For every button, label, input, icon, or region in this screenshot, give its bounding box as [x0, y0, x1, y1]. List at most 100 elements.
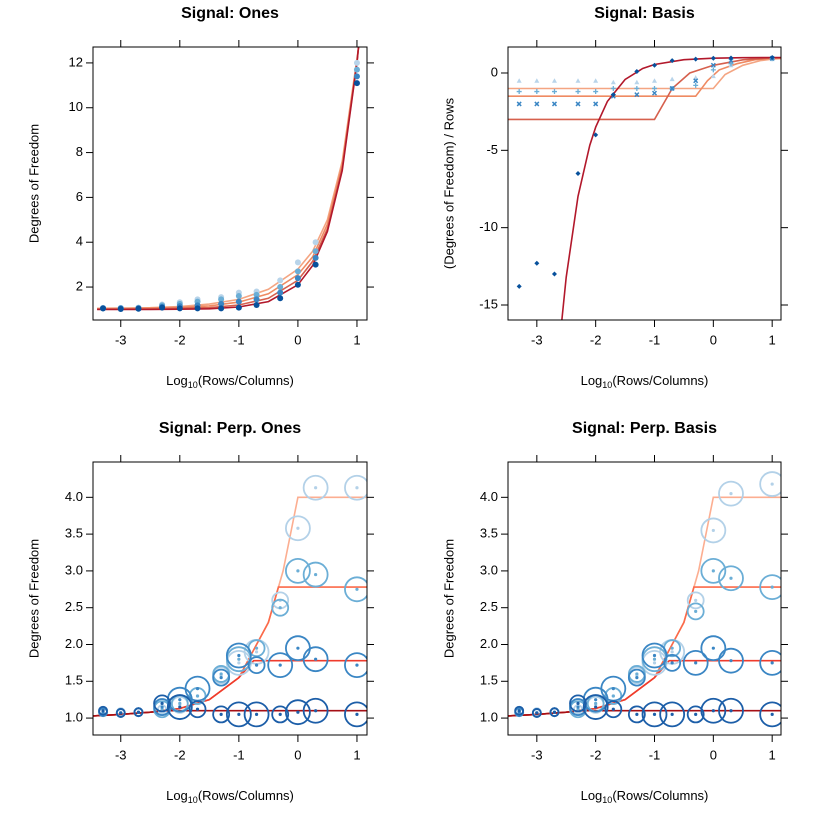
bubble-ring: [285, 515, 311, 542]
y-tick-label: 2: [76, 278, 83, 293]
bubble-ring: [302, 474, 329, 501]
bubble-center: [670, 646, 674, 650]
bubble-ring: [627, 668, 646, 687]
bubble-ring: [759, 649, 781, 676]
bubble: [188, 700, 207, 719]
point: [218, 300, 225, 307]
bubble-ring: [166, 694, 193, 720]
bubble: [531, 708, 542, 718]
bubble-center: [119, 711, 123, 715]
y-tick-label: 2.5: [480, 599, 498, 614]
bubble-center: [195, 687, 200, 691]
bubble-center: [195, 707, 200, 711]
bubble: [267, 652, 294, 678]
bubble: [627, 668, 646, 687]
point: [253, 301, 260, 308]
bubble-ring: [302, 697, 329, 724]
point: [253, 296, 260, 303]
bubble: [285, 558, 311, 584]
point: [516, 283, 522, 289]
point: [312, 254, 319, 261]
bubble-center: [178, 701, 182, 705]
y-tick-label: 3.0: [65, 562, 83, 577]
x-tick-label: 1: [769, 747, 776, 762]
bubble-ring: [115, 708, 126, 718]
bubble-center: [652, 653, 657, 658]
bubble-center: [652, 712, 657, 716]
x-axis-label-part: (Rows/Columns): [198, 373, 294, 388]
bubble-center: [355, 712, 359, 716]
bubble-ring: [285, 699, 311, 726]
point: [693, 78, 699, 84]
point: [651, 90, 658, 96]
plot-frame: [92, 461, 368, 736]
y-tick-label: -10: [479, 219, 498, 234]
bubble-ring: [759, 574, 781, 600]
bubble-ring: [243, 701, 270, 728]
bubble: [302, 561, 329, 588]
bubble: [549, 707, 560, 718]
bubble: [718, 647, 744, 674]
x-axis-label: Log10(Rows/Columns): [166, 373, 294, 390]
bubble-ring: [663, 653, 682, 672]
bubble-center: [517, 709, 521, 713]
point: [593, 89, 599, 95]
bubble-center: [160, 707, 164, 711]
point: [634, 79, 640, 85]
bubble-ring: [700, 517, 727, 544]
y-tick-label: 2.0: [65, 636, 83, 651]
bubble-ring: [188, 700, 207, 719]
y-tick-label: -15: [479, 296, 498, 311]
point: [593, 101, 599, 107]
bubble-center: [314, 486, 318, 490]
y-tick-label: 1.0: [65, 710, 83, 725]
bubble-center: [729, 709, 733, 713]
bubble: [627, 705, 646, 724]
point: [117, 306, 124, 313]
point: [534, 260, 540, 266]
bubble-center: [535, 711, 539, 715]
bubble-ring: [759, 471, 781, 497]
point: [551, 78, 557, 83]
point: [593, 78, 599, 83]
panel-title: Signal: Basis: [594, 5, 695, 22]
bubble: [759, 574, 781, 600]
point: [516, 89, 522, 95]
y-tick-label: 1.5: [480, 673, 498, 688]
bubble-ring: [153, 694, 171, 713]
x-axis-label-part: (Rows/Columns): [198, 788, 294, 803]
bubble-center: [576, 701, 580, 705]
y-tick-label: 6: [76, 189, 83, 204]
bubble-ring: [267, 652, 294, 678]
bubble-center: [594, 698, 598, 702]
bubble-center: [694, 598, 698, 602]
y-axis-label: Degrees of Freedom: [26, 124, 41, 243]
y-tick-label: -5: [486, 142, 498, 157]
bubble-center: [160, 705, 164, 709]
y-tick-label: 10: [69, 99, 83, 114]
x-tick-label: -1: [649, 747, 661, 762]
x-tick-label: -2: [174, 332, 186, 347]
point: [551, 101, 558, 107]
bubble: [641, 642, 668, 669]
bubble-center: [160, 701, 164, 705]
panel: Signal: BasisLog10(Rows/Columns)(Degrees…: [441, 5, 788, 390]
bubble-ring: [604, 700, 623, 719]
bubble-center: [254, 712, 259, 716]
bubble-center: [254, 663, 259, 667]
bubble: [302, 474, 329, 501]
bubble: [344, 576, 367, 603]
point: [728, 58, 734, 64]
bubble-center: [694, 661, 698, 665]
bubble-ring: [641, 701, 668, 728]
y-tick-label: 4.0: [65, 489, 83, 504]
point: [277, 284, 284, 291]
y-tick-label: 1.5: [65, 673, 83, 688]
bubble: [641, 701, 668, 728]
x-tick-label: -1: [649, 332, 661, 347]
bubble-ring: [759, 701, 781, 728]
bubble: [686, 602, 705, 621]
bubble: [212, 705, 231, 724]
bubble-center: [314, 572, 318, 577]
bubble-ring: [549, 707, 560, 718]
